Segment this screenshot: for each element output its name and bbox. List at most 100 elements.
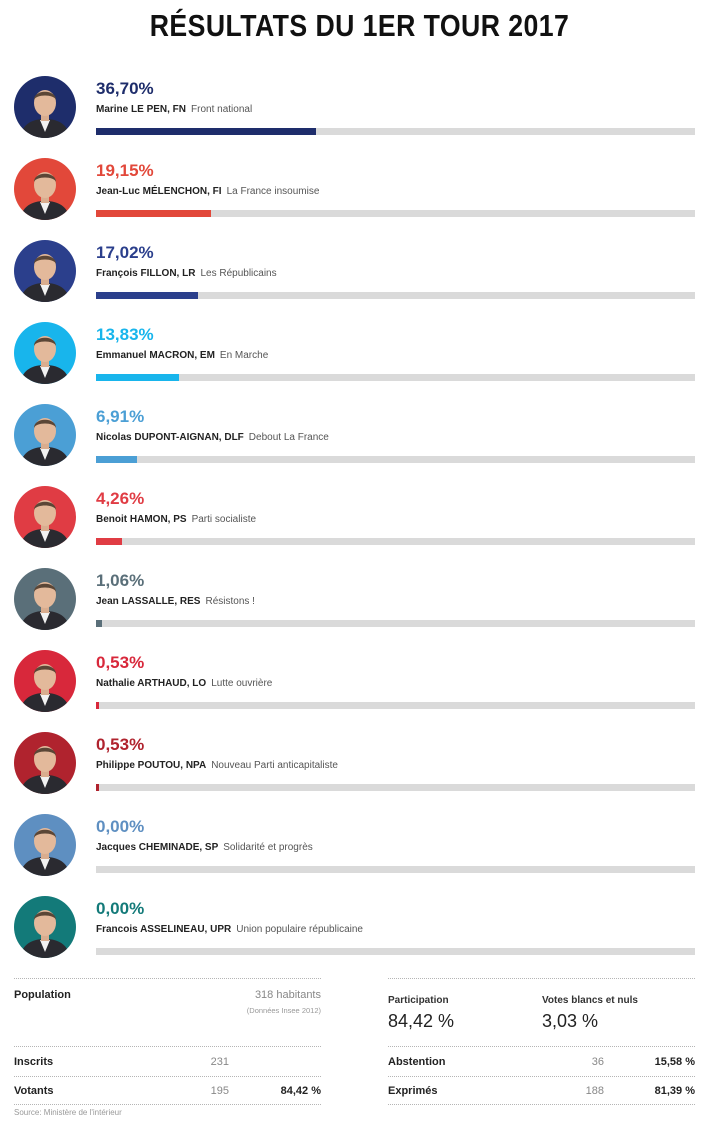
candidate-row: 0,53% Philippe POUTOU, NPA Nouveau Parti a… <box>0 728 719 810</box>
candidate-name: Benoit HAMON, PS <box>96 514 187 525</box>
candidate-avatar <box>14 158 76 220</box>
candidate-name-line: Benoit HAMON, PS Parti socialiste <box>96 514 256 525</box>
portrait-dupont-aignan-icon <box>14 404 76 466</box>
candidate-name: Jean-Luc MÉLENCHON, FI <box>96 186 222 197</box>
candidate-percentage: 0,53% <box>96 653 145 672</box>
candidate-name-line: Emmanuel MACRON, EM En Marche <box>96 350 268 361</box>
inscrits-value: 231 <box>210 1056 229 1068</box>
exprimes-label: Exprimés <box>388 1085 438 1097</box>
bar-track <box>96 374 695 381</box>
bar-fill <box>96 538 122 545</box>
candidate-row: 13,83% Emmanuel MACRON, EM En Marche <box>0 318 719 400</box>
population-note: (Données Insee 2012) <box>246 1006 321 1015</box>
bar-track <box>96 866 695 873</box>
candidate-avatar <box>14 896 76 958</box>
bar-fill <box>96 784 99 791</box>
bar-fill <box>96 128 316 135</box>
blancs-value: 3,03 % <box>542 1011 599 1031</box>
candidate-avatar <box>14 76 76 138</box>
participation-label: Participation <box>388 995 449 1006</box>
candidate-percentage: 0,00% <box>96 899 145 918</box>
candidate-percentage: 4,26% <box>96 489 145 508</box>
candidate-row: 36,70% Marine LE PEN, FN Front national <box>0 72 719 154</box>
source-note: Source: Ministère de l'intérieur <box>14 1108 122 1117</box>
candidate-name-line: François FILLON, LR Les Républicains <box>96 268 277 279</box>
divider <box>14 1076 321 1077</box>
votants-pct: 84,42 % <box>280 1085 321 1097</box>
divider <box>14 978 321 979</box>
divider <box>388 978 695 979</box>
blancs-label: Votes blancs et nuls <box>542 995 638 1006</box>
candidate-row: 0,00% Jacques CHEMINADE, SP Solidarité et … <box>0 810 719 892</box>
portrait-le-pen-icon <box>14 76 76 138</box>
candidate-avatar <box>14 650 76 712</box>
votants-value: 195 <box>210 1085 229 1097</box>
candidate-name: Jacques CHEMINADE, SP <box>96 842 219 853</box>
candidate-name-line: Jean-Luc MÉLENCHON, FI La France insoumis… <box>96 186 319 197</box>
candidate-party: Front national <box>191 104 253 115</box>
bar-track <box>96 948 695 955</box>
divider <box>388 1046 695 1047</box>
bar-track <box>96 128 695 135</box>
candidate-percentage: 1,06% <box>96 571 145 590</box>
portrait-asselineau-icon <box>14 896 76 958</box>
candidate-party: Les Républicains <box>200 268 277 279</box>
candidate-name-line: Nathalie ARTHAUD, LO Lutte ouvrière <box>96 678 272 689</box>
portrait-poutou-icon <box>14 732 76 794</box>
candidate-row: 1,06% Jean LASSALLE, RES Résistons ! <box>0 564 719 646</box>
page-title: RÉSULTATS DU 1ER TOUR 2017 <box>149 8 570 43</box>
bar-track <box>96 210 695 217</box>
bar-track <box>96 620 695 627</box>
bar-track <box>96 538 695 545</box>
bar-fill <box>96 620 102 627</box>
candidate-name: Jean LASSALLE, RES <box>96 596 201 607</box>
candidate-name: Philippe POUTOU, NPA <box>96 760 207 771</box>
portrait-melenchon-icon <box>14 158 76 220</box>
candidate-percentage: 36,70% <box>96 79 154 98</box>
candidate-name: Nathalie ARTHAUD, LO <box>96 678 207 689</box>
candidate-row: 0,53% Nathalie ARTHAUD, LO Lutte ouvrière <box>0 646 719 728</box>
candidate-name-line: Francois ASSELINEAU, UPR Union populaire … <box>96 924 363 935</box>
portrait-macron-icon <box>14 322 76 384</box>
candidate-row: 4,26% Benoit HAMON, PS Parti socialiste <box>0 482 719 564</box>
participation-value: 84,42 % <box>388 1011 455 1031</box>
abstention-label: Abstention <box>388 1056 446 1068</box>
candidate-percentage: 0,53% <box>96 735 145 754</box>
population-value: 318 habitants <box>254 989 321 1001</box>
candidate-name-line: Jean LASSALLE, RES Résistons ! <box>96 596 255 607</box>
population-label: Population <box>14 989 71 1001</box>
candidate-avatar <box>14 568 76 630</box>
candidate-name-line: Marine LE PEN, FN Front national <box>96 104 252 115</box>
candidate-avatar <box>14 486 76 548</box>
bar-fill <box>96 292 198 299</box>
candidate-avatar <box>14 814 76 876</box>
votants-label: Votants <box>14 1085 54 1097</box>
candidate-percentage: 13,83% <box>96 325 154 344</box>
portrait-arthaud-icon <box>14 650 76 712</box>
portrait-lassalle-icon <box>14 568 76 630</box>
bar-fill <box>96 702 99 709</box>
candidate-row: 0,00% Francois ASSELINEAU, UPR Union popul… <box>0 892 719 974</box>
candidate-percentage: 19,15% <box>96 161 154 180</box>
candidate-party: Lutte ouvrière <box>211 678 273 689</box>
bar-fill <box>96 210 211 217</box>
candidate-avatar <box>14 732 76 794</box>
divider <box>388 1104 695 1105</box>
candidate-name: François FILLON, LR <box>96 268 196 279</box>
candidate-percentage: 6,91% <box>96 407 145 426</box>
abstention-value: 36 <box>591 1056 604 1068</box>
candidate-row: 19,15% Jean-Luc MÉLENCHON, FI La France in… <box>0 154 719 236</box>
divider <box>388 1076 695 1077</box>
candidate-percentage: 0,00% <box>96 817 145 836</box>
bar-fill <box>96 456 137 463</box>
bar-track <box>96 292 695 299</box>
bar-track <box>96 456 695 463</box>
bar-fill <box>96 374 179 381</box>
portrait-fillon-icon <box>14 240 76 302</box>
candidate-name-line: Nicolas DUPONT-AIGNAN, DLF Debout La Fran… <box>96 432 329 443</box>
candidate-party: En Marche <box>219 350 269 361</box>
candidate-name: Marine LE PEN, FN <box>96 104 187 115</box>
divider <box>14 1104 321 1105</box>
exprimes-value: 188 <box>585 1085 604 1097</box>
portrait-hamon-icon <box>14 486 76 548</box>
